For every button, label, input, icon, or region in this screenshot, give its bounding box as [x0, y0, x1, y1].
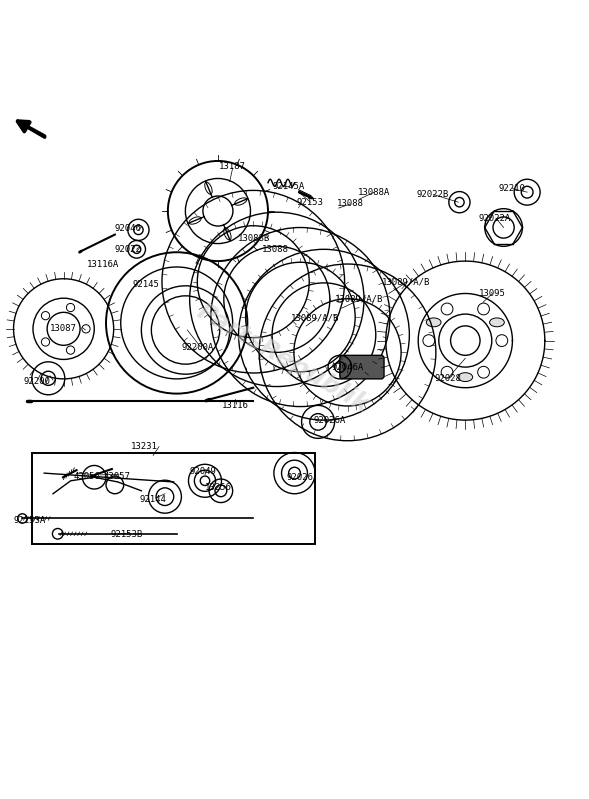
Text: 92026A: 92026A: [314, 415, 346, 424]
Text: 92144: 92144: [140, 495, 167, 504]
Text: 13231: 13231: [131, 442, 158, 451]
Text: 13089/A/B: 13089/A/B: [291, 314, 339, 323]
Text: 13089/A/B: 13089/A/B: [335, 295, 383, 304]
Text: 92153: 92153: [297, 197, 324, 207]
Text: 13116: 13116: [222, 401, 249, 410]
Ellipse shape: [458, 372, 472, 382]
Text: 13087: 13087: [50, 324, 77, 333]
Text: 13116A: 13116A: [87, 260, 119, 268]
Text: PartsRepublik: PartsRepublik: [192, 299, 373, 417]
Text: 13088A: 13088A: [358, 188, 390, 197]
Text: 92046A: 92046A: [332, 363, 363, 372]
Text: 92210: 92210: [499, 184, 526, 193]
Text: 43057: 43057: [103, 471, 130, 480]
Text: 13088B: 13088B: [239, 233, 270, 243]
Text: 13256: 13256: [204, 483, 231, 492]
Text: 92028: 92028: [434, 375, 461, 384]
Ellipse shape: [489, 318, 504, 327]
Text: 13088: 13088: [337, 200, 364, 209]
Text: 13187: 13187: [219, 162, 246, 171]
Text: 43056: 43056: [74, 471, 101, 480]
Text: 13089/A/B: 13089/A/B: [382, 277, 431, 286]
Text: 92022B: 92022B: [417, 190, 449, 199]
Text: 92145: 92145: [133, 280, 160, 288]
Text: 92022A: 92022A: [479, 213, 511, 223]
Text: 92046: 92046: [115, 225, 142, 233]
Text: 92200A: 92200A: [181, 343, 213, 352]
Text: 92153B: 92153B: [111, 531, 143, 539]
FancyBboxPatch shape: [340, 356, 384, 379]
Text: 92145A: 92145A: [273, 182, 305, 191]
Text: 92153A: 92153A: [14, 515, 45, 525]
FancyBboxPatch shape: [32, 452, 315, 544]
Text: 92049: 92049: [190, 467, 217, 476]
Text: 13088: 13088: [262, 244, 289, 254]
Text: 92200: 92200: [23, 377, 50, 387]
Text: 92022: 92022: [115, 244, 142, 254]
Ellipse shape: [426, 318, 441, 327]
Text: 92026: 92026: [287, 473, 314, 482]
Text: 13095: 13095: [478, 289, 505, 298]
